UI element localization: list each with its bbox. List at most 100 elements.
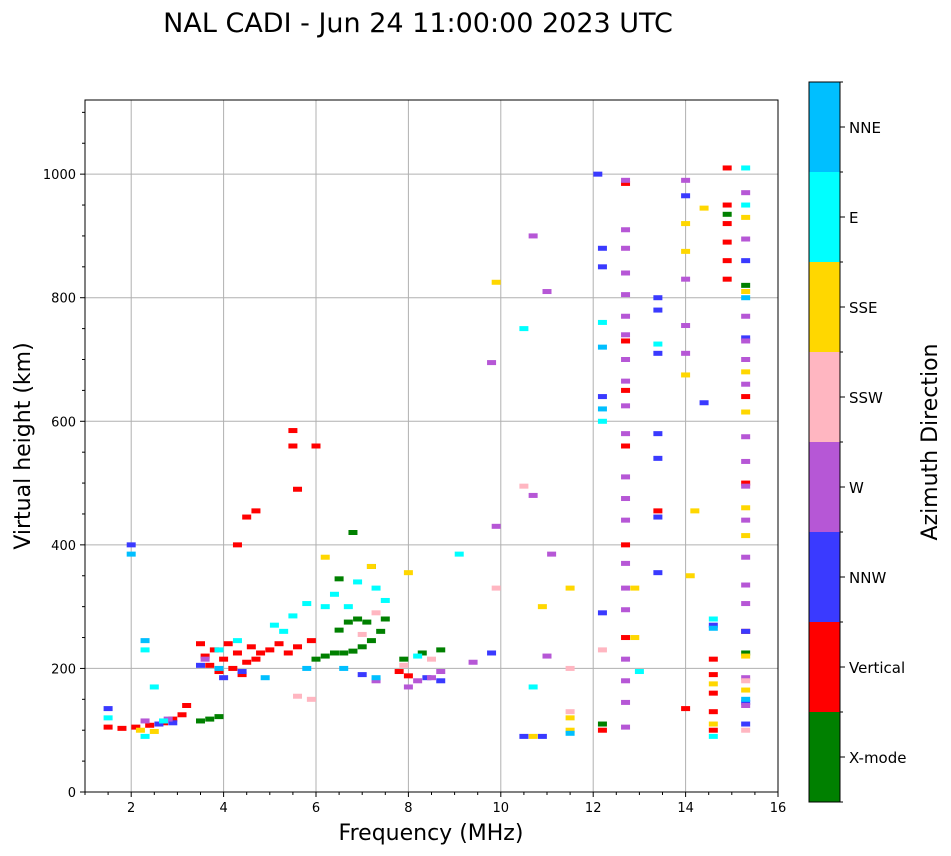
echo-mark-vertical <box>205 662 215 668</box>
echo-mark-ssw <box>565 665 575 671</box>
echo-mark-sse <box>741 533 751 539</box>
echo-mark-vertical <box>621 338 631 344</box>
echo-mark-nnw <box>653 350 663 356</box>
echo-mark-w <box>741 703 751 708</box>
echo-mark-vertical <box>288 443 298 449</box>
echo-mark-ssw <box>399 662 409 668</box>
echo-mark-sse <box>708 681 718 687</box>
echo-mark-e <box>329 591 339 597</box>
echo-mark-w <box>681 276 691 282</box>
echo-mark-w <box>741 381 751 387</box>
echo-mark-e <box>380 597 390 603</box>
echo-mark-w <box>741 338 751 344</box>
y-gridlines <box>85 173 778 669</box>
echo-mark-w <box>547 551 557 557</box>
echo-mark-sse <box>135 727 145 733</box>
echo-mark-vertical <box>209 647 219 653</box>
echo-mark-vertical <box>251 656 261 662</box>
colorbar-segment <box>809 622 840 712</box>
echo-mark-vertical <box>653 508 663 514</box>
echo-mark-w <box>741 554 751 560</box>
echo-mark-x-mode <box>205 716 215 722</box>
echo-mark-nne <box>708 625 718 631</box>
echo-mark-w <box>621 607 631 613</box>
colorbar-tick-label: E <box>849 209 858 227</box>
echo-mark-ssw <box>371 610 381 616</box>
echo-mark-sse <box>741 214 751 220</box>
echo-mark-vertical <box>228 665 238 671</box>
x-tick-label: 16 <box>770 801 787 816</box>
echo-mark-x-mode <box>436 647 446 653</box>
echo-mark-vertical <box>232 542 242 548</box>
echo-mark-ssw <box>741 678 751 684</box>
echo-mark-nnw <box>168 720 178 726</box>
echo-mark-sse <box>681 372 691 378</box>
echo-mark-nnw <box>519 733 529 739</box>
echo-mark-vertical <box>145 722 155 728</box>
echo-mark-vertical <box>708 656 718 662</box>
echo-mark-e <box>634 669 644 675</box>
echo-mark-vertical <box>708 690 718 696</box>
y-axis-label: Virtual height (km) <box>11 342 36 549</box>
echo-mark-e <box>454 551 464 557</box>
echo-mark-x-mode <box>357 644 367 650</box>
echo-mark-x-mode <box>329 650 339 656</box>
echo-mark-nne <box>302 665 312 671</box>
echo-mark-x-mode <box>334 576 344 582</box>
echo-mark-ssw <box>491 585 501 591</box>
echo-mark-nnw <box>741 335 751 341</box>
echo-mark-w <box>741 582 751 588</box>
y-tick-label: 600 <box>51 415 76 430</box>
echo-mark-w <box>741 313 751 319</box>
echo-mark-w <box>621 724 631 730</box>
echo-mark-e <box>140 733 150 739</box>
echo-mark-w <box>528 233 538 239</box>
echo-mark-nnw <box>741 258 751 264</box>
y-tick-label: 800 <box>51 292 76 307</box>
echo-mark-w <box>621 585 631 591</box>
colorbar-tick-label: NNW <box>849 569 886 587</box>
echo-mark-vertical <box>196 641 205 647</box>
x-axis-label: Frequency (MHz) <box>339 821 524 846</box>
colorbar-tick-label: NNE <box>849 119 881 137</box>
colorbar-segment <box>809 352 840 442</box>
echo-mark-nnw <box>487 650 497 656</box>
echo-mark-vertical <box>214 669 224 675</box>
echo-mark-x-mode <box>597 721 607 727</box>
echo-mark-vertical <box>311 443 321 449</box>
echo-mark-x-mode <box>311 656 321 662</box>
echo-mark-sse <box>366 563 376 569</box>
echo-mark-vertical <box>741 394 751 400</box>
echo-mark-x-mode <box>380 616 390 622</box>
data-marks <box>103 165 751 739</box>
echo-mark-w <box>741 190 751 196</box>
echo-mark-vertical <box>621 542 631 548</box>
echo-mark-w <box>621 474 631 480</box>
echo-mark-vertical <box>242 659 252 665</box>
echo-mark-vertical <box>306 638 316 644</box>
echo-mark-sse <box>685 573 695 579</box>
echo-mark-sse <box>741 687 751 693</box>
echo-mark-sse <box>681 248 691 254</box>
echo-mark-sse <box>320 554 330 560</box>
echo-mark-sse <box>528 733 538 739</box>
echo-mark-nnw <box>237 669 247 675</box>
echo-mark-e <box>708 733 718 739</box>
echo-mark-ssw <box>519 483 529 489</box>
echo-mark-nnw <box>357 672 367 678</box>
echo-mark-w <box>621 656 631 662</box>
echo-mark-w <box>200 656 210 662</box>
echo-mark-sse <box>699 205 709 211</box>
echo-mark-x-mode <box>417 650 427 656</box>
x-tick-label: 4 <box>219 801 227 816</box>
echo-mark-nnw <box>422 675 432 681</box>
echo-mark-sse <box>630 585 640 591</box>
echo-mark-vertical <box>722 221 732 227</box>
echo-mark-e <box>149 684 159 690</box>
colorbar-segment <box>809 82 840 172</box>
colorbar-segment <box>809 442 840 532</box>
colorbar-tick-label: W <box>849 479 864 497</box>
echo-mark-w <box>528 492 538 498</box>
echo-mark-nnw <box>597 264 607 270</box>
colorbar-tick-label: X-mode <box>849 749 906 767</box>
